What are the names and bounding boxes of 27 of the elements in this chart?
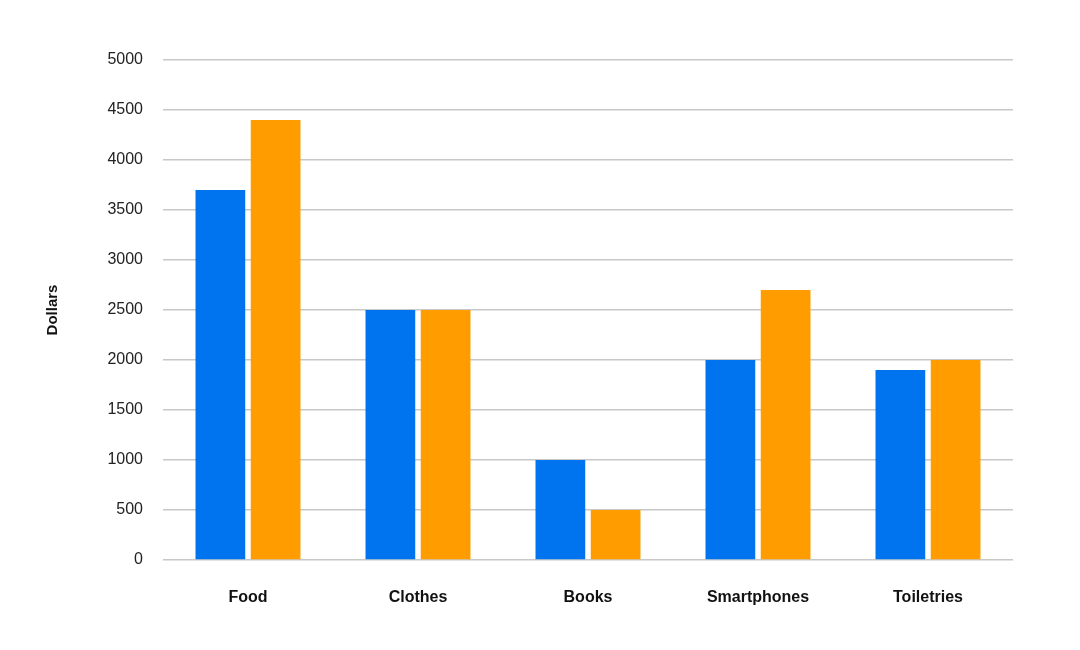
x-tick-label: Books: [563, 588, 613, 606]
y-tick-label: 3000: [107, 250, 144, 268]
y-tick-label: 1000: [107, 450, 144, 468]
bar: [930, 360, 981, 560]
y-tick-label: 0: [134, 550, 144, 568]
bar: [590, 510, 641, 560]
y-tick-label: 2000: [107, 350, 144, 368]
bar: [875, 370, 926, 560]
bar: [250, 120, 301, 560]
bar: [365, 310, 416, 560]
y-tick-label: 500: [116, 500, 144, 518]
bar: [195, 190, 246, 560]
y-tick-label: 4500: [107, 100, 144, 118]
y-tick-label: 5000: [107, 50, 144, 68]
y-tick-label: 3500: [107, 200, 144, 218]
x-tick-label: Food: [228, 588, 268, 606]
bar: [760, 290, 811, 560]
bar: [420, 310, 471, 560]
x-tick-label: Smartphones: [706, 588, 810, 606]
y-tick-label: 1500: [107, 400, 144, 418]
bar: [705, 360, 756, 560]
x-tick-label: Clothes: [388, 588, 448, 606]
x-tick-label: Toiletries: [893, 588, 964, 606]
bar: [535, 460, 586, 560]
y-tick-label: 2500: [107, 300, 144, 318]
y-axis-title: Dollars: [43, 284, 61, 336]
y-tick-label: 4000: [107, 150, 144, 168]
